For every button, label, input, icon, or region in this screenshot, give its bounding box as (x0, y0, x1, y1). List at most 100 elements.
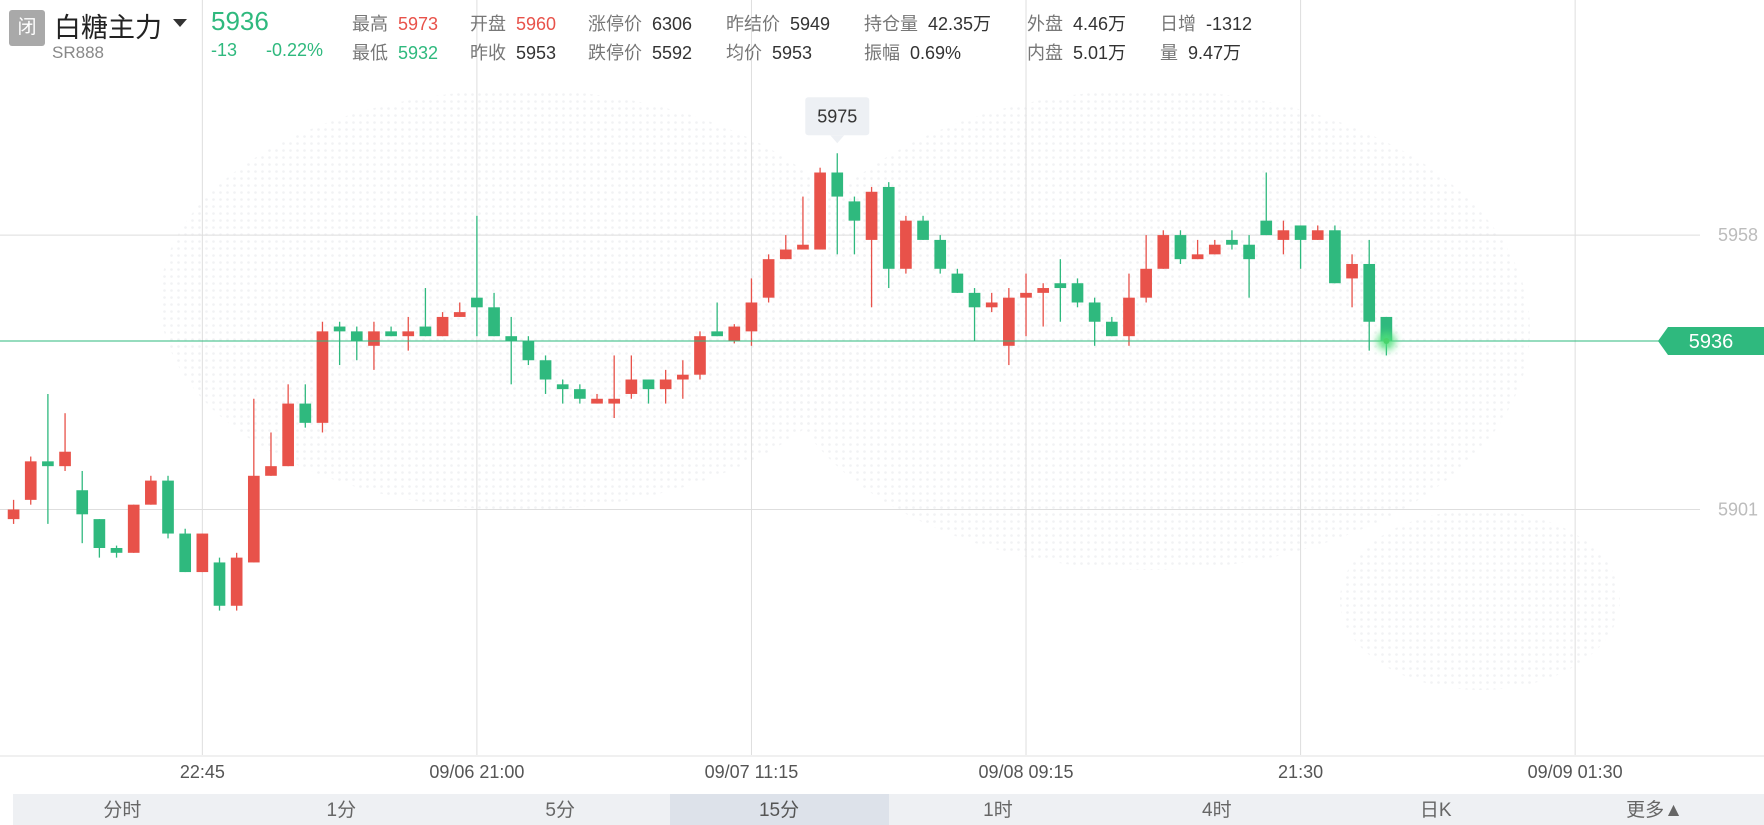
stat-label: 最高 (352, 14, 388, 34)
last-price-tag (1658, 326, 1764, 355)
candle-body (556, 384, 569, 390)
period-tab[interactable]: 15分 (669, 794, 889, 825)
candle-body (179, 533, 192, 573)
candle-body (247, 475, 260, 563)
candle-body (196, 533, 209, 573)
stat-value: 5932 (398, 43, 439, 63)
candle-body (505, 336, 518, 341)
stat-item: 振幅 0.69% (864, 39, 961, 65)
candle-body (1020, 292, 1032, 298)
candle-body (299, 403, 312, 423)
period-tab[interactable]: 1分 (326, 800, 357, 821)
map-bg (770, 90, 1530, 570)
candle-body (951, 273, 964, 293)
period-tab[interactable]: 1时 (983, 800, 1013, 821)
candle-body (419, 326, 432, 337)
candle-body (350, 331, 363, 341)
period-tab[interactable]: 更多▲ (1626, 800, 1683, 821)
contract-name[interactable]: 白糖主力 (54, 13, 162, 43)
candle-body (574, 389, 586, 399)
max-tooltip-box (805, 97, 870, 136)
period-tab[interactable]: 分时 (103, 800, 142, 821)
period-tab[interactable]: 5分 (545, 800, 575, 821)
stat-label: 日增 (1160, 14, 1196, 34)
candle-body (265, 466, 277, 476)
stat-value: 4.46万 (1073, 14, 1127, 34)
candle-body (1346, 263, 1358, 279)
candle-body (282, 403, 294, 467)
stat-item: 内盘 5.01万 (1027, 39, 1126, 65)
status-badge: 闭 (9, 10, 45, 46)
candle-body (453, 312, 466, 317)
candle-body (333, 326, 346, 332)
candle-body (316, 331, 329, 423)
stat-value: 5592 (652, 43, 693, 63)
candle-body (1071, 283, 1084, 303)
candle-body (1157, 235, 1170, 269)
candle-body (1243, 244, 1255, 260)
candle-body (471, 297, 483, 308)
candle-body (402, 331, 415, 337)
stat-item: 均价 5953 (726, 39, 812, 65)
candle-body (591, 398, 603, 404)
candle-body (1363, 263, 1376, 322)
candle-body (385, 331, 397, 337)
candle-body (1277, 230, 1290, 240)
stat-value: 5.01万 (1073, 43, 1127, 63)
stat-label: 跌停价 (588, 43, 642, 63)
price-change-pct: -0.22% (266, 40, 324, 60)
candle-body (145, 480, 157, 505)
period-tab[interactable]: 4时 (1202, 800, 1232, 821)
candle-body (1329, 230, 1341, 284)
candle-body (1037, 288, 1050, 293)
last-price: 5936 (211, 6, 269, 36)
candle-body (1191, 254, 1204, 260)
candle-body (42, 461, 54, 467)
stat-value: 0.69% (910, 43, 962, 63)
candle-body (831, 172, 844, 197)
stat-label: 外盘 (1027, 14, 1063, 34)
candle-body (488, 307, 500, 337)
candle-body (1123, 297, 1135, 337)
candle-body (1311, 230, 1324, 240)
stat-item: 昨结价 5949 (726, 10, 830, 36)
x-tick-label: 09/09 01:30 (1528, 762, 1623, 782)
candle-body (213, 562, 226, 606)
stat-item: 量 9.47万 (1160, 39, 1241, 65)
candle-body (1208, 244, 1221, 255)
candle-body (848, 201, 861, 221)
candle-body (900, 220, 912, 269)
candle-body (745, 302, 758, 332)
last-price-dot (1383, 337, 1390, 344)
x-tick-label: 21:30 (1278, 762, 1323, 782)
dropdown-caret[interactable] (173, 19, 187, 27)
candle-body (110, 547, 123, 553)
candle-body (779, 249, 792, 260)
candle-body (436, 316, 449, 337)
x-tick-label: 09/07 11:15 (705, 762, 799, 782)
price-change: -13 (211, 40, 238, 60)
stat-item: 持仓量 42.35万 (864, 10, 991, 36)
candle-body (93, 519, 106, 548)
stat-item: 外盘 4.46万 (1027, 10, 1126, 36)
candle-body (1294, 225, 1307, 240)
period-tabs: 分时 1分 5分 15分 1时 4时 日K 更多▲ (13, 794, 1764, 825)
candle-body (76, 490, 89, 515)
candle-body (162, 480, 174, 534)
period-tab[interactable]: 日K (1419, 800, 1452, 821)
stat-label: 均价 (726, 43, 762, 63)
candle-body (882, 186, 895, 269)
stat-label: 量 (1160, 43, 1178, 63)
stat-item: 最高 5973 (352, 10, 438, 36)
stat-label: 开盘 (470, 14, 506, 34)
stat-item: 昨收 5953 (470, 39, 556, 65)
candle-body (59, 451, 71, 467)
stat-label: 昨结价 (726, 14, 780, 34)
stat-value: 5953 (772, 43, 813, 63)
candle-body (762, 259, 775, 298)
stat-value: -1312 (1206, 14, 1253, 34)
candle-body (1380, 316, 1393, 341)
stat-label: 持仓量 (864, 14, 918, 34)
candle-body (934, 239, 947, 269)
